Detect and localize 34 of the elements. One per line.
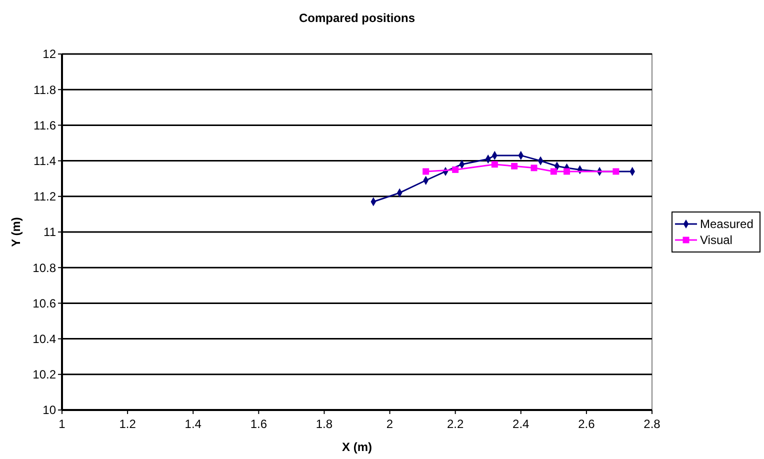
x-tick-label: 2.6 bbox=[578, 417, 596, 431]
y-tick-label: 10 bbox=[42, 403, 56, 418]
y-tick-label: 10.2 bbox=[32, 368, 56, 382]
point bbox=[422, 168, 430, 175]
point bbox=[612, 168, 620, 175]
x-tick-label: 1.8 bbox=[316, 417, 333, 431]
point bbox=[452, 166, 459, 173]
x-tick-label: 2.4 bbox=[512, 417, 530, 431]
x-axis-title: X (m) bbox=[342, 440, 372, 454]
x-tick-label: 2 bbox=[386, 417, 394, 431]
legend-label: Visual bbox=[700, 233, 732, 248]
point bbox=[530, 164, 538, 172]
y-tick-label: 11.6 bbox=[34, 118, 56, 132]
chart-title: Compared positions bbox=[298, 11, 416, 25]
y-tick-label: 11.4 bbox=[34, 154, 56, 168]
y-tick-label: 11.2 bbox=[34, 190, 56, 204]
point bbox=[511, 162, 518, 170]
y-axis-title: Y (m) bbox=[9, 217, 23, 247]
y-tick-label: 11.8 bbox=[34, 82, 56, 97]
legend-label: Measured bbox=[700, 217, 754, 232]
x-tick-label: 2.2 bbox=[446, 417, 464, 431]
y-tick-label: 10.6 bbox=[32, 296, 56, 310]
point bbox=[564, 168, 570, 175]
y-tick-label: 11 bbox=[44, 225, 56, 240]
point bbox=[550, 168, 557, 175]
x-tick-label: 1.6 bbox=[250, 417, 268, 431]
y-tick-label: 12 bbox=[42, 47, 56, 62]
x-tick-label: 1.2 bbox=[119, 417, 136, 431]
x-tick-label: 1 bbox=[58, 417, 66, 431]
y-tick-label: 10.4 bbox=[32, 332, 56, 346]
point bbox=[491, 161, 498, 168]
x-tick-label: 2.8 bbox=[644, 417, 661, 431]
x-tick-label: 1.4 bbox=[184, 417, 202, 431]
y-tick-label: 10.8 bbox=[32, 260, 56, 275]
